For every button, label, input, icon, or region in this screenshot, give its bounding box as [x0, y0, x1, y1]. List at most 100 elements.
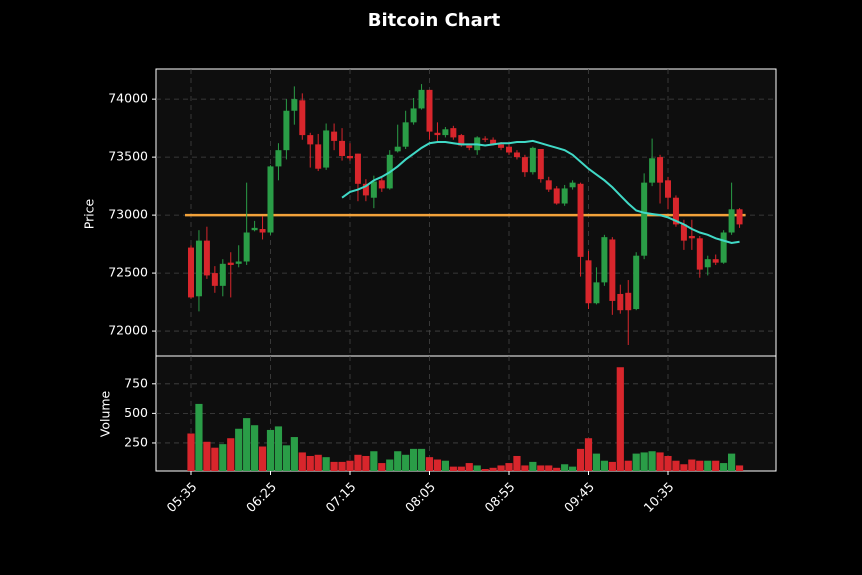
volume-bar	[410, 448, 418, 471]
volume-bar	[672, 460, 680, 471]
candle-body	[482, 138, 489, 140]
candle-body	[243, 232, 250, 262]
volume-bar	[521, 465, 529, 471]
volume-bar	[465, 463, 473, 471]
y-tick-label: 72000	[108, 323, 148, 338]
candle-body	[315, 144, 322, 169]
candle-body	[665, 180, 671, 198]
volume-bar	[616, 367, 624, 471]
y-tick-label: 73500	[108, 149, 148, 164]
candle-body	[466, 145, 473, 148]
candle-body	[641, 182, 648, 256]
candle-body	[529, 147, 536, 173]
volume-bar	[219, 444, 227, 471]
volume-bar	[394, 451, 402, 471]
volume-bar	[688, 459, 696, 471]
volume-bar	[656, 452, 664, 471]
candle-body	[331, 131, 338, 141]
candle-body	[211, 273, 218, 286]
candle-body	[188, 247, 194, 298]
candle-body	[633, 255, 640, 310]
candle-body	[625, 292, 632, 311]
volume-bar	[258, 446, 267, 471]
volume-bar	[513, 455, 521, 471]
volume-bar	[330, 461, 338, 471]
volume-bar	[640, 452, 648, 471]
volume-tick-label: 250	[124, 434, 148, 449]
candle-body	[553, 188, 560, 204]
candle-body	[513, 152, 520, 158]
candle-body	[450, 128, 457, 138]
volume-bar	[338, 461, 346, 471]
volume-bar	[680, 464, 688, 471]
candle-body	[299, 100, 306, 136]
candle-body	[195, 240, 202, 297]
volume-bar	[664, 455, 672, 471]
volume-bar	[386, 459, 394, 471]
candle-body	[609, 239, 616, 301]
volume-bar	[227, 438, 235, 471]
candle-body	[601, 237, 608, 283]
volume-bar	[322, 457, 330, 471]
candle-body	[219, 263, 226, 286]
volume-bar	[433, 459, 442, 471]
y-tick-label: 72500	[108, 265, 148, 280]
volume-tick-label: 750	[124, 375, 148, 390]
volume-bar	[648, 451, 656, 471]
candle-body	[418, 89, 425, 109]
candle-body	[720, 232, 727, 263]
volume-bar	[712, 460, 720, 471]
volume-bar	[529, 461, 537, 471]
volume-bar	[481, 468, 489, 471]
volume-bar	[576, 448, 585, 471]
candle-body	[728, 209, 735, 233]
candle-body	[426, 89, 433, 132]
y-tick-label: 73000	[108, 207, 148, 222]
volume-bar	[735, 465, 744, 471]
candle-body	[370, 181, 377, 198]
volume-bar	[624, 460, 632, 471]
candle-body	[569, 182, 576, 188]
volume-bar	[425, 457, 434, 471]
candle-body	[402, 122, 409, 147]
volume-bar	[282, 445, 290, 471]
candle-body	[490, 139, 497, 145]
candle-body	[251, 227, 258, 231]
candle-body	[410, 108, 417, 123]
candle-body	[585, 260, 592, 304]
volume-bar	[306, 455, 314, 471]
candle-body	[537, 149, 544, 180]
y-tick-label: 74000	[108, 91, 148, 106]
candle-body	[498, 144, 505, 148]
candle-body	[354, 153, 361, 184]
volume-bar	[537, 465, 545, 471]
candle-body	[680, 224, 687, 241]
volume-bar	[203, 441, 211, 471]
candle-body	[506, 146, 512, 153]
volume-bar	[314, 454, 322, 471]
candle-body	[712, 259, 719, 263]
volume-bar	[457, 466, 465, 471]
volume-bar	[290, 437, 298, 471]
candle-body	[672, 197, 679, 225]
moving-average-line	[341, 139, 740, 244]
volume-bar	[195, 403, 203, 471]
candle-body	[442, 129, 449, 136]
candle-body	[593, 282, 600, 304]
candle-body	[545, 180, 552, 190]
volume-bar	[632, 453, 640, 471]
candle-body	[617, 293, 624, 311]
volume-axis-label: Volume	[98, 390, 113, 437]
candle-body	[561, 188, 568, 204]
volume-bar	[728, 453, 736, 471]
volume-bar	[211, 447, 219, 471]
candle-body	[657, 157, 664, 183]
candle-body	[521, 157, 528, 173]
candle-body	[378, 180, 385, 189]
y-axis-label: Price	[82, 198, 97, 229]
volume-bar	[704, 460, 712, 471]
volume-bar	[251, 425, 259, 471]
candle-body	[434, 132, 441, 136]
